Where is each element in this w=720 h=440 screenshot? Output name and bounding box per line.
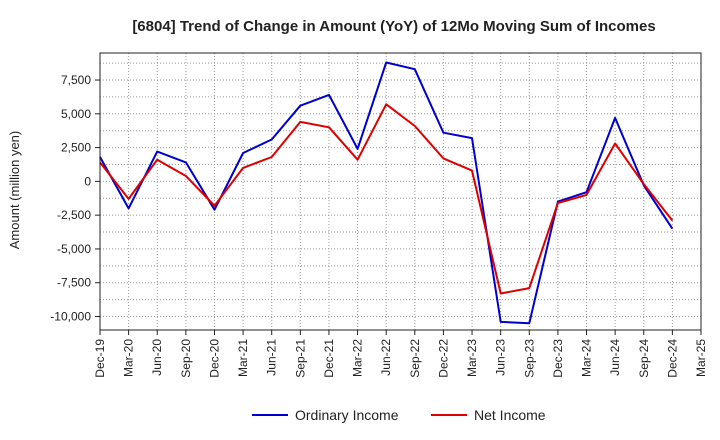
x-axis-ticks: Dec-19 Mar-20 Jun-20 Sep-20 Dec-20 Mar-21 Jun-… [93, 330, 708, 378]
x-tick-label: Sep-23 [522, 339, 536, 378]
x-tick-label: Mar-23 [465, 339, 479, 377]
legend-label-2: Net Income [474, 407, 546, 423]
x-tick-label: Mar-20 [122, 339, 136, 377]
x-tick-label: Jun-23 [494, 339, 508, 376]
x-tick-label: Jun-21 [265, 339, 279, 376]
x-tick-label: Mar-21 [236, 339, 250, 377]
y-tick-label: 7,500 [61, 73, 91, 87]
x-tick-label: Dec-23 [551, 339, 565, 378]
x-tick-label: Jun-24 [608, 339, 622, 376]
chart-title: [6804] Trend of Change in Amount (YoY) o… [132, 18, 655, 35]
x-tick-label: Jun-20 [150, 339, 164, 376]
y-tick-label: -7,500 [57, 276, 91, 290]
x-tick-label: Jun-22 [379, 339, 393, 376]
x-tick-label: Mar-24 [580, 339, 594, 377]
y-axis-ticks: -10,000 -7,500 -5,000 -2,500 0 2,500 5,000 7,50… [50, 73, 100, 323]
y-tick-label: -10,000 [50, 309, 91, 323]
x-tick-label: Dec-21 [322, 339, 336, 378]
series-group [99, 61, 674, 325]
x-tick-label: Mar-25 [694, 339, 708, 377]
x-tick-label: Sep-20 [179, 339, 193, 378]
x-tick-label: Sep-21 [293, 339, 307, 378]
y-tick-label: 0 [84, 174, 91, 188]
x-tick-label: Sep-22 [408, 339, 422, 378]
y-tick-label: -5,000 [57, 242, 91, 256]
x-tick-label: Mar-22 [351, 339, 365, 377]
legend: Ordinary Income Net Income [252, 407, 546, 423]
plot-frame [99, 52, 702, 331]
y-tick-label: 5,000 [61, 107, 91, 121]
x-tick-label: Dec-20 [207, 339, 221, 378]
legend-label-1: Ordinary Income [295, 407, 399, 423]
plot-area [100, 53, 701, 330]
y-tick-label: -2,500 [57, 208, 91, 222]
y-tick-label: 2,500 [61, 141, 91, 155]
x-tick-label: Dec-19 [93, 339, 107, 378]
series-line-1 [99, 61, 674, 325]
y-axis-label: Amount (million yen) [7, 131, 22, 250]
x-tick-label: Dec-22 [436, 339, 450, 378]
x-tick-label: Dec-24 [665, 339, 679, 378]
x-tick-label: Sep-24 [637, 339, 651, 378]
series-line-2 [99, 103, 674, 295]
